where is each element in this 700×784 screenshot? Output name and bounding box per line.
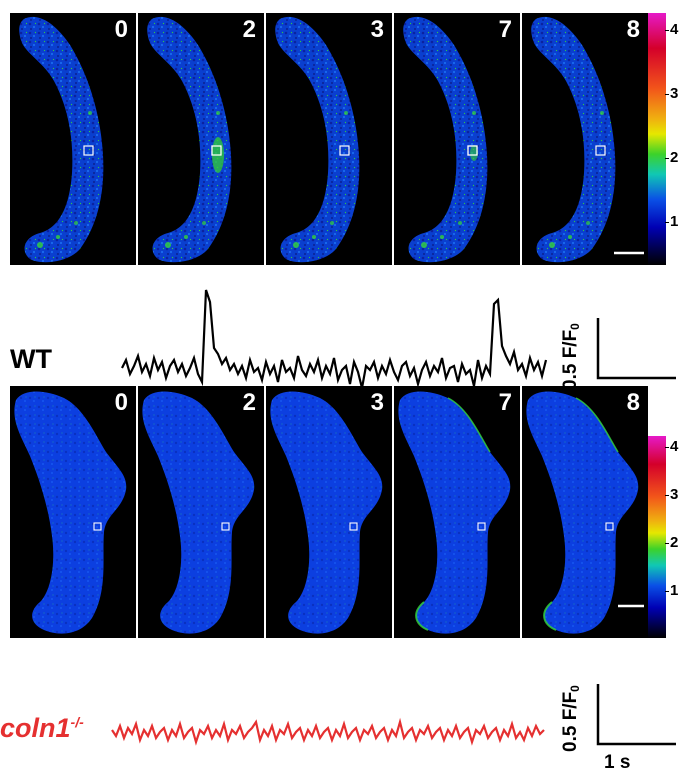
wt-frame-2: 2: [138, 13, 264, 265]
colorbar-tick: 2: [664, 149, 679, 166]
wt-frame-3: 3: [266, 13, 392, 265]
frame-number: 2: [242, 16, 256, 43]
frame-number: 2: [242, 389, 256, 416]
wt-colorbar: 4 3 2 1: [648, 13, 678, 265]
wt-trace: [121, 289, 548, 389]
frame-number: 8: [626, 389, 640, 416]
frame-number: 3: [370, 389, 384, 416]
wt-frame-7: 7: [394, 13, 520, 265]
coln1-frame-0: 0: [10, 386, 136, 638]
wt-frame-0: 0: [10, 13, 136, 265]
coln1-trace-label: coln1-/-: [0, 713, 84, 743]
colorbar-tick: 1: [664, 213, 679, 230]
coln1-scale-amplitude: 0.5 F/F0: [560, 685, 582, 752]
wt-scale-bar: [596, 318, 676, 380]
coln1-scale-time: 1 s: [604, 752, 631, 773]
coln1-frame-3: 3: [266, 386, 392, 638]
coln1-trace: [111, 717, 545, 746]
colorbar-gradient: [648, 436, 666, 638]
coln1-frame-7: 7: [394, 386, 520, 638]
wt-trace-label: WT: [10, 344, 52, 374]
frame-number: 3: [370, 16, 384, 43]
wt-frame-8: 8: [522, 13, 648, 265]
frame-number: 7: [498, 389, 512, 416]
wt-scale-amplitude: 0.5 F/F0: [560, 323, 582, 390]
wt-trace-line: [121, 289, 548, 389]
frame-number: 0: [114, 389, 128, 416]
coln1-scale-bar: [596, 684, 676, 746]
coln1-frame-8: 8: [522, 386, 648, 638]
colorbar-tick: 3: [664, 85, 679, 102]
colorbar-tick: 4: [664, 21, 679, 38]
colorbar-gradient: [648, 13, 666, 265]
frame-number: 8: [626, 16, 640, 43]
coln1-trace-line: [111, 717, 545, 746]
colorbar-tick: 1: [664, 582, 679, 599]
colorbar-tick: 2: [664, 534, 679, 551]
coln1-colorbar: 4 3 2 1: [648, 436, 678, 638]
colorbar-tick: 4: [664, 438, 679, 455]
frame-number: 7: [498, 16, 512, 43]
coln1-frame-2: 2: [138, 386, 264, 638]
colorbar-tick: 3: [664, 486, 679, 503]
frame-number: 0: [114, 16, 128, 43]
